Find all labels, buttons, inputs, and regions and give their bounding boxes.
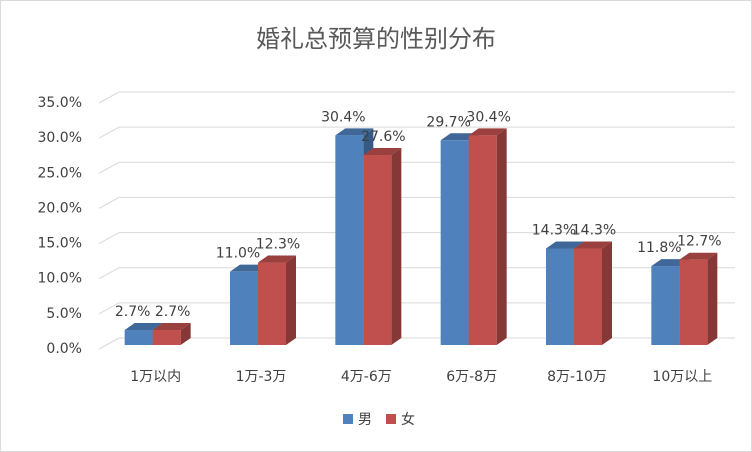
bar-side (286, 255, 296, 345)
grid-line (98, 337, 735, 350)
value-label: 11.8% (637, 240, 681, 256)
grid-line (98, 267, 735, 280)
value-label: 14.3% (532, 222, 576, 238)
grid-line (98, 232, 735, 245)
y-tick-label: 35.0% (38, 95, 82, 111)
bar (546, 248, 574, 345)
x-tick-label: 10万以上 (652, 369, 712, 385)
bar (679, 259, 708, 345)
bar-side (391, 148, 402, 345)
legend-swatch (386, 414, 396, 424)
value-label: 12.7% (677, 234, 721, 250)
x-tick-label: 1万以内 (130, 369, 181, 385)
grid-line (98, 161, 735, 174)
bar (440, 140, 469, 345)
bar-top (124, 323, 163, 331)
grid-line (98, 126, 735, 139)
grid-line (98, 91, 735, 104)
value-label: 2.7% (115, 304, 151, 320)
x-tick-label: 8万-10万 (547, 369, 607, 385)
chart-title: 婚礼总预算的性别分布 (256, 25, 496, 53)
bar-top (335, 128, 374, 136)
value-label: 11.0% (216, 246, 260, 262)
y-tick-label: 10.0% (38, 271, 82, 287)
x-tick-label: 4万-6万 (341, 369, 392, 385)
value-label: 2.7% (155, 304, 191, 320)
value-label: 30.4% (466, 109, 510, 125)
y-tick-label: 5.0% (46, 306, 82, 322)
grid-line (98, 302, 735, 315)
value-label: 14.3% (572, 222, 616, 238)
bar (258, 262, 286, 345)
bar (574, 248, 602, 345)
bar-top (258, 255, 296, 263)
x-tick-label: 6万-8万 (446, 369, 497, 385)
bar-top (546, 241, 584, 249)
bar-top (363, 148, 402, 156)
bar (651, 266, 680, 345)
bar (124, 330, 153, 345)
y-tick-label: 15.0% (38, 236, 82, 252)
bar (468, 135, 497, 345)
bar (230, 271, 258, 345)
y-tick-label: 30.0% (38, 130, 82, 146)
bar-side (602, 241, 612, 345)
bar-side (180, 323, 191, 345)
legend-label: 男 (358, 412, 372, 428)
value-label: 27.6% (361, 129, 405, 145)
value-label: 12.3% (256, 237, 300, 253)
bar-top (468, 128, 507, 136)
grid-line (98, 196, 735, 209)
bar-side (496, 128, 507, 345)
x-tick-label: 1万-3万 (236, 369, 287, 385)
y-tick-label: 25.0% (38, 165, 82, 181)
y-tick-label: 0.0% (46, 341, 82, 357)
bar (335, 135, 364, 345)
bar (363, 155, 392, 345)
legend-swatch (343, 414, 353, 424)
value-label: 29.7% (426, 114, 470, 130)
bar-top (574, 241, 612, 249)
bar-top (152, 323, 191, 331)
bar-side (707, 252, 718, 345)
y-tick-label: 20.0% (38, 200, 82, 216)
legend-label: 女 (401, 411, 415, 428)
bar (152, 330, 181, 345)
bar-top (679, 252, 718, 260)
value-label: 30.4% (321, 109, 365, 125)
